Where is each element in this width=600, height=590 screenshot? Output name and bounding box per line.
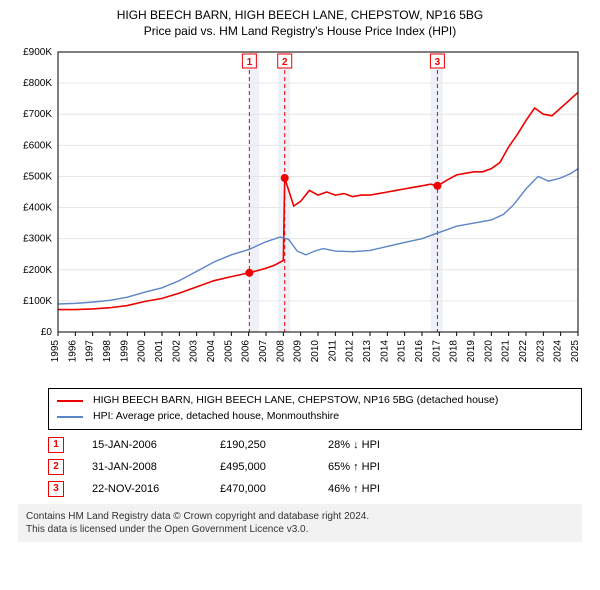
legend-item: HIGH BEECH BARN, HIGH BEECH LANE, CHEPST… [57, 393, 573, 409]
svg-text:2017: 2017 [431, 340, 442, 363]
chart-container: HIGH BEECH BARN, HIGH BEECH LANE, CHEPST… [0, 0, 600, 542]
sale-pct-vs-hpi: 65% ↑ HPI [328, 461, 418, 473]
legend-label: HIGH BEECH BARN, HIGH BEECH LANE, CHEPST… [93, 393, 498, 409]
svg-text:2022: 2022 [518, 340, 529, 363]
sale-row: 2 31-JAN-2008 £495,000 65% ↑ HPI [48, 456, 582, 478]
svg-text:2006: 2006 [241, 340, 252, 363]
svg-text:2018: 2018 [449, 340, 460, 363]
svg-text:2024: 2024 [553, 340, 564, 363]
svg-text:£800K: £800K [23, 78, 52, 89]
svg-text:2020: 2020 [483, 340, 494, 363]
svg-text:2012: 2012 [345, 340, 356, 363]
footer-attribution: Contains HM Land Registry data © Crown c… [18, 504, 582, 542]
svg-text:2021: 2021 [501, 340, 512, 363]
svg-text:1997: 1997 [85, 340, 96, 363]
sale-price: £495,000 [220, 461, 300, 473]
sale-date: 15-JAN-2006 [92, 439, 192, 451]
svg-text:2: 2 [282, 57, 288, 68]
footer-line-2: This data is licensed under the Open Gov… [26, 523, 574, 536]
svg-text:2016: 2016 [414, 340, 425, 363]
sale-price: £190,250 [220, 439, 300, 451]
svg-text:£900K: £900K [23, 47, 52, 58]
svg-text:2010: 2010 [310, 340, 321, 363]
svg-text:2005: 2005 [223, 340, 234, 363]
chart-area: £0 £100K £200K £300K £400K £500K £600K £700K £80… [10, 42, 590, 382]
svg-text:3: 3 [435, 57, 441, 68]
svg-text:£600K: £600K [23, 140, 52, 151]
svg-text:2023: 2023 [535, 340, 546, 363]
svg-text:1995: 1995 [50, 340, 61, 363]
sale-pct-vs-hpi: 46% ↑ HPI [328, 483, 418, 495]
svg-text:£100K: £100K [23, 296, 52, 307]
sales-table: 1 15-JAN-2006 £190,250 28% ↓ HPI 2 31-JAN-200… [48, 434, 582, 500]
legend-label: HPI: Average price, detached house, Monm… [93, 409, 339, 425]
svg-text:2001: 2001 [154, 340, 165, 363]
legend: HIGH BEECH BARN, HIGH BEECH LANE, CHEPST… [48, 388, 582, 430]
svg-text:2000: 2000 [137, 340, 148, 363]
svg-text:2002: 2002 [171, 340, 182, 363]
svg-text:2014: 2014 [379, 340, 390, 363]
sale-price: £470,000 [220, 483, 300, 495]
svg-text:£700K: £700K [23, 109, 52, 120]
title-main: HIGH BEECH BARN, HIGH BEECH LANE, CHEPST… [10, 8, 590, 22]
svg-text:2013: 2013 [362, 340, 373, 363]
svg-text:£500K: £500K [23, 171, 52, 182]
svg-text:2008: 2008 [275, 340, 286, 363]
svg-text:2025: 2025 [570, 340, 581, 363]
svg-text:1: 1 [247, 57, 253, 68]
svg-text:2019: 2019 [466, 340, 477, 363]
sale-date: 22-NOV-2016 [92, 483, 192, 495]
svg-text:2003: 2003 [189, 340, 200, 363]
line-chart-svg: £0 £100K £200K £300K £400K £500K £600K £700K £80… [10, 42, 590, 382]
title-sub: Price paid vs. HM Land Registry's House … [10, 24, 590, 38]
svg-text:1996: 1996 [67, 340, 78, 363]
svg-text:2007: 2007 [258, 340, 269, 363]
sale-date: 31-JAN-2008 [92, 461, 192, 473]
svg-text:£0: £0 [41, 327, 53, 338]
legend-swatch [57, 416, 83, 418]
legend-swatch [57, 400, 83, 402]
sale-marker: 2 [48, 459, 64, 475]
svg-text:2015: 2015 [397, 340, 408, 363]
svg-text:£400K: £400K [23, 203, 52, 214]
svg-text:2009: 2009 [293, 340, 304, 363]
sale-marker: 1 [48, 437, 64, 453]
svg-text:£200K: £200K [23, 265, 52, 276]
sale-row: 3 22-NOV-2016 £470,000 46% ↑ HPI [48, 478, 582, 500]
svg-text:£300K: £300K [23, 234, 52, 245]
svg-text:1998: 1998 [102, 340, 113, 363]
title-block: HIGH BEECH BARN, HIGH BEECH LANE, CHEPST… [0, 0, 600, 42]
legend-item: HPI: Average price, detached house, Monm… [57, 409, 573, 425]
footer-line-1: Contains HM Land Registry data © Crown c… [26, 510, 574, 523]
sale-pct-vs-hpi: 28% ↓ HPI [328, 439, 418, 451]
svg-text:2011: 2011 [327, 340, 338, 362]
sale-marker: 3 [48, 481, 64, 497]
svg-text:1999: 1999 [119, 340, 130, 363]
svg-text:2004: 2004 [206, 340, 217, 363]
sale-row: 1 15-JAN-2006 £190,250 28% ↓ HPI [48, 434, 582, 456]
